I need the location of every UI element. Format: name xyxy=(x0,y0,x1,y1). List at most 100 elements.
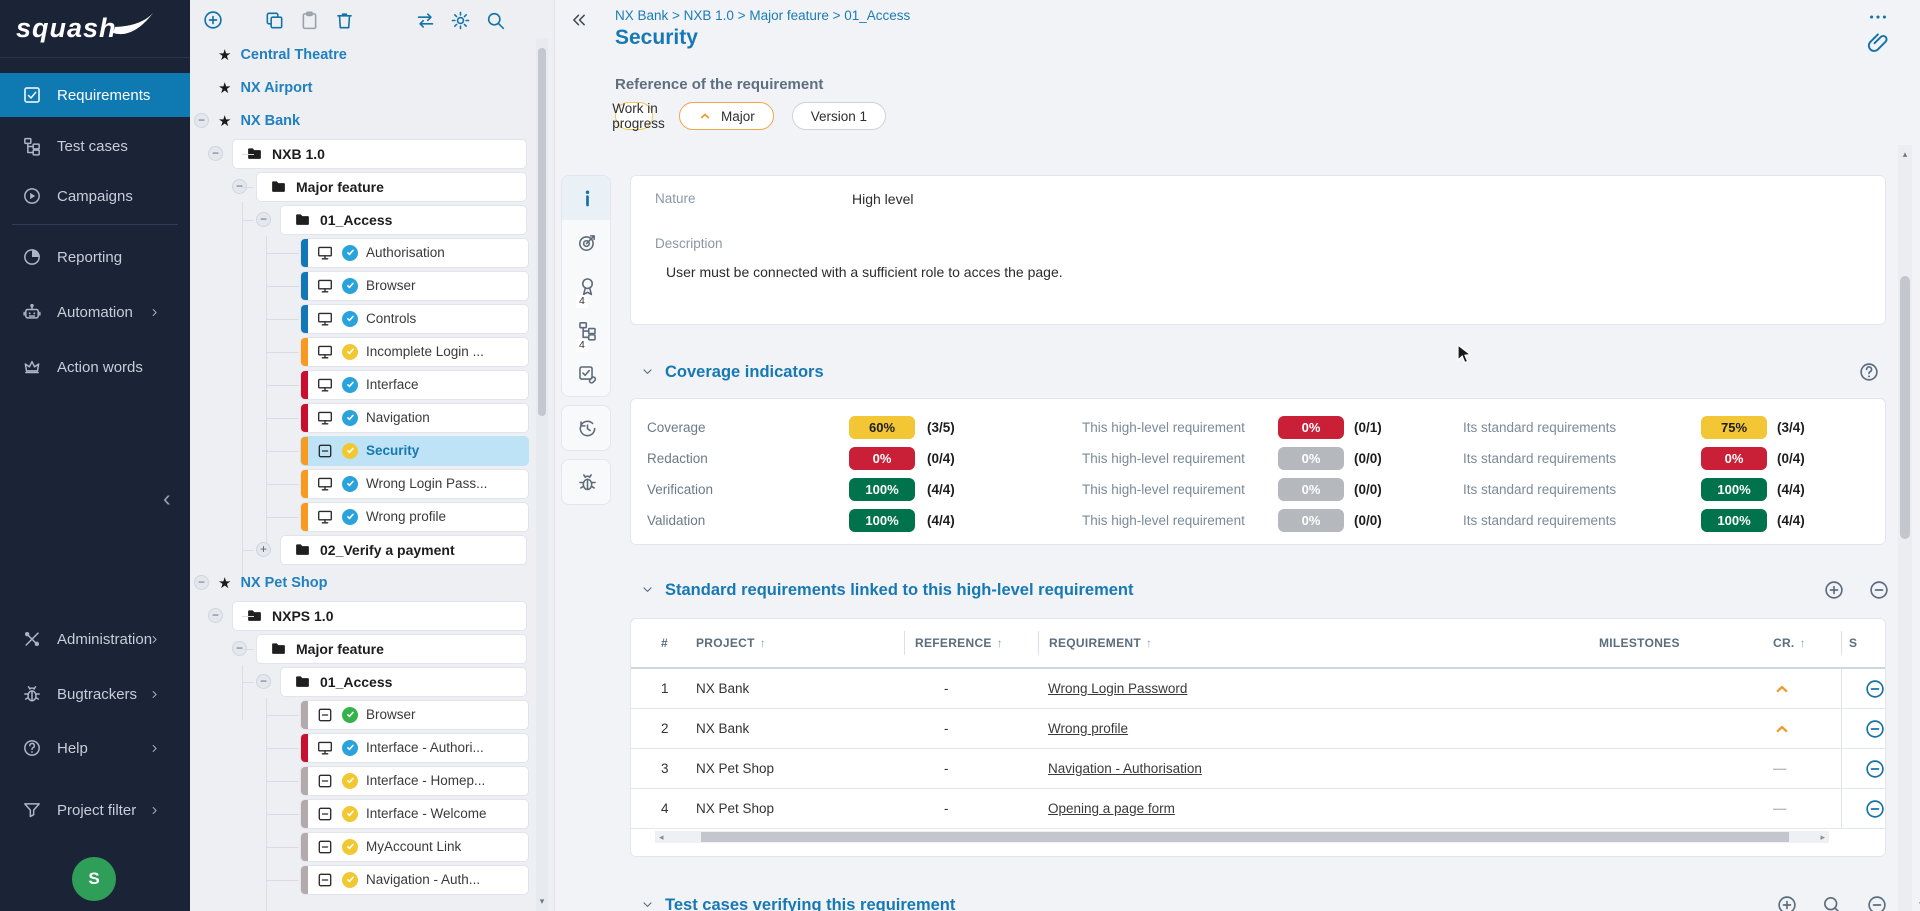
sidebar-item-administration[interactable]: Administration xyxy=(0,617,190,661)
sidebar-item-bugtrackers[interactable]: Bugtrackers xyxy=(0,672,190,716)
more-menu-icon[interactable] xyxy=(1867,6,1889,28)
tree-folder-major-feature[interactable]: − Major feature xyxy=(190,170,540,203)
tree-requirement-myaccount-link[interactable]: MyAccount Link xyxy=(190,830,540,863)
remove-test-case-button[interactable] xyxy=(1866,894,1898,911)
main-scrollbar-thumb[interactable] xyxy=(1900,276,1910,539)
section-dropdown-icon[interactable]: ▼ xyxy=(1917,900,1920,911)
tree-requirement-wrong-profile[interactable]: Wrong profile xyxy=(190,500,540,533)
tree-requirement-browser[interactable]: Browser xyxy=(190,269,540,302)
rail-anchor-target[interactable] xyxy=(562,220,610,264)
tree-expander[interactable]: − xyxy=(208,608,223,623)
unlink-requirement-button[interactable] xyxy=(1868,579,1900,601)
sidebar-item-help[interactable]: Help xyxy=(0,726,190,770)
sidebar-item-test-cases[interactable]: Test cases xyxy=(0,124,190,168)
sidebar-collapse-icon[interactable]: ‹ xyxy=(163,485,171,511)
link-requirement-button[interactable] xyxy=(1823,579,1855,601)
sidebar-item-requirements[interactable]: Requirements xyxy=(0,73,190,117)
scroll-left-icon[interactable]: ◂ xyxy=(659,832,664,842)
requirement-link[interactable]: Opening a page form xyxy=(1048,801,1175,816)
tree-project-central-theatre[interactable]: ★ Central Theatre xyxy=(190,38,540,71)
sort-arrow-icon[interactable]: ↑ xyxy=(1145,636,1153,650)
linked-requirement-row[interactable]: 4 NX Pet Shop - Opening a page form — xyxy=(631,789,1885,829)
tree-folder-nxb-1-0[interactable]: − NXB 1.0 xyxy=(190,137,540,170)
squash-logo[interactable]: squash xyxy=(0,0,190,58)
rail-anchor-verify-link[interactable] xyxy=(562,352,610,396)
tree-requirement-interface[interactable]: Interface xyxy=(190,368,540,401)
sort-arrow-icon[interactable]: ↑ xyxy=(759,636,767,650)
tree-requirement-interface-authori[interactable]: Interface - Authori... xyxy=(190,731,540,764)
column-header-label[interactable]: S xyxy=(1849,636,1858,650)
tree-scrollbar[interactable]: ▾ xyxy=(536,38,548,911)
scroll-up-icon[interactable]: ▴ xyxy=(1902,149,1908,159)
scroll-right-icon[interactable]: ▸ xyxy=(1820,832,1825,842)
sidebar-item-automation[interactable]: Automation xyxy=(0,290,190,334)
copy-button[interactable] xyxy=(264,10,285,31)
sidebar-item-action-words[interactable]: Action words xyxy=(0,345,190,389)
sidebar-item-campaigns[interactable]: Campaigns xyxy=(0,174,190,218)
criticality-chip[interactable]: Major xyxy=(679,102,774,130)
tree-folder-nxps-1-0[interactable]: − NXPS 1.0 xyxy=(190,599,540,632)
linked-requirement-row[interactable]: 1 NX Bank - Wrong Login Password xyxy=(631,669,1885,709)
rail-anchor-bug[interactable] xyxy=(562,460,610,504)
sidebar-item-project-filter[interactable]: Project filter xyxy=(0,788,190,832)
add-test-case-button[interactable] xyxy=(1776,894,1808,911)
sort-arrow-icon[interactable]: ↑ xyxy=(996,636,1004,650)
sidebar-item-reporting[interactable]: Reporting xyxy=(0,235,190,279)
tree-expander[interactable]: − xyxy=(232,179,247,194)
collapse-panel-icon[interactable] xyxy=(569,10,589,30)
tree-expander[interactable]: − xyxy=(256,212,271,227)
unlink-row-button[interactable] xyxy=(1864,678,1885,700)
column-header-label[interactable]: CR. xyxy=(1773,636,1795,650)
column-header-label[interactable]: REFERENCE xyxy=(915,636,992,650)
requirement-link[interactable]: Wrong Login Password xyxy=(1048,681,1188,696)
linked-requirements-section-header[interactable]: Standard requirements linked to this hig… xyxy=(630,574,1888,606)
rail-anchor-history[interactable] xyxy=(562,406,610,450)
search-button[interactable] xyxy=(485,10,506,31)
tree-requirement-navigation-auth[interactable]: Navigation - Auth... xyxy=(190,863,540,896)
linked-requirement-row[interactable]: 2 NX Bank - Wrong profile xyxy=(631,709,1885,749)
rail-anchor-info[interactable] xyxy=(562,176,610,220)
coverage-help-button[interactable] xyxy=(1858,361,1890,383)
tree-requirement-authorisation[interactable]: Authorisation xyxy=(190,236,540,269)
tree-expander[interactable]: − xyxy=(256,674,271,689)
version-chip[interactable]: Version 1 xyxy=(791,102,887,130)
tree-requirement-browser[interactable]: Browser xyxy=(190,698,540,731)
nature-value[interactable]: High level xyxy=(852,191,914,207)
column-header-label[interactable]: # xyxy=(661,636,668,650)
requirement-link[interactable]: Wrong profile xyxy=(1048,721,1129,736)
tree-folder-major-feature[interactable]: − Major feature xyxy=(190,632,540,665)
tree-expander[interactable]: − xyxy=(208,146,223,161)
tree-folder-01-access[interactable]: − 01_Access xyxy=(190,203,540,236)
settings-button[interactable] xyxy=(450,10,471,31)
tree-requirement-incomplete-login[interactable]: Incomplete Login ... xyxy=(190,335,540,368)
tree-requirement-interface-homep[interactable]: Interface - Homep... xyxy=(190,764,540,797)
tree-requirement-security[interactable]: Security xyxy=(190,434,540,467)
user-avatar[interactable]: S xyxy=(72,857,116,901)
tree-requirement-navigation[interactable]: Navigation xyxy=(190,401,540,434)
coverage-section-header[interactable]: Coverage indicators xyxy=(630,356,1886,388)
tree-expander[interactable]: − xyxy=(194,113,209,128)
description-text[interactable]: User must be connected with a sufficient… xyxy=(666,264,1063,280)
tree-scroll-down-icon[interactable]: ▾ xyxy=(539,896,545,906)
sort-arrow-icon[interactable]: ↑ xyxy=(1799,636,1806,650)
breadcrumb[interactable]: NX Bank > NXB 1.0 > Major feature > 01_A… xyxy=(615,8,911,23)
search-test-case-button[interactable] xyxy=(1821,894,1853,911)
linked-requirement-row[interactable]: 3 NX Pet Shop - Navigation - Authorisati… xyxy=(631,749,1885,789)
requirement-link[interactable]: Navigation - Authorisation xyxy=(1048,761,1202,776)
test-cases-section-header[interactable]: Test cases verifying this requirement ▼ xyxy=(630,889,1920,911)
delete-button[interactable] xyxy=(334,10,355,31)
tree-scrollbar-thumb[interactable] xyxy=(538,48,546,416)
column-header-label[interactable]: PROJECT xyxy=(696,636,755,650)
rail-anchor-hierarchy[interactable]: 4 xyxy=(562,308,610,352)
tree-project-nx-airport[interactable]: ★ NX Airport xyxy=(190,71,540,104)
attachments-paperclip-icon[interactable] xyxy=(1865,30,1891,56)
tree-requirement-controls[interactable]: Controls xyxy=(190,302,540,335)
unlink-row-button[interactable] xyxy=(1864,798,1885,820)
create-button[interactable] xyxy=(202,9,224,31)
tree-requirement-wrong-login-pass[interactable]: Wrong Login Pass... xyxy=(190,467,540,500)
rail-anchor-award[interactable]: 4 xyxy=(562,264,610,308)
tree-folder-02-verify-a-payment[interactable]: + 02_Verify a payment xyxy=(190,533,540,566)
tree-folder-01-access[interactable]: − 01_Access xyxy=(190,665,540,698)
paste-button[interactable] xyxy=(299,10,320,31)
transfer-button[interactable] xyxy=(415,10,436,31)
